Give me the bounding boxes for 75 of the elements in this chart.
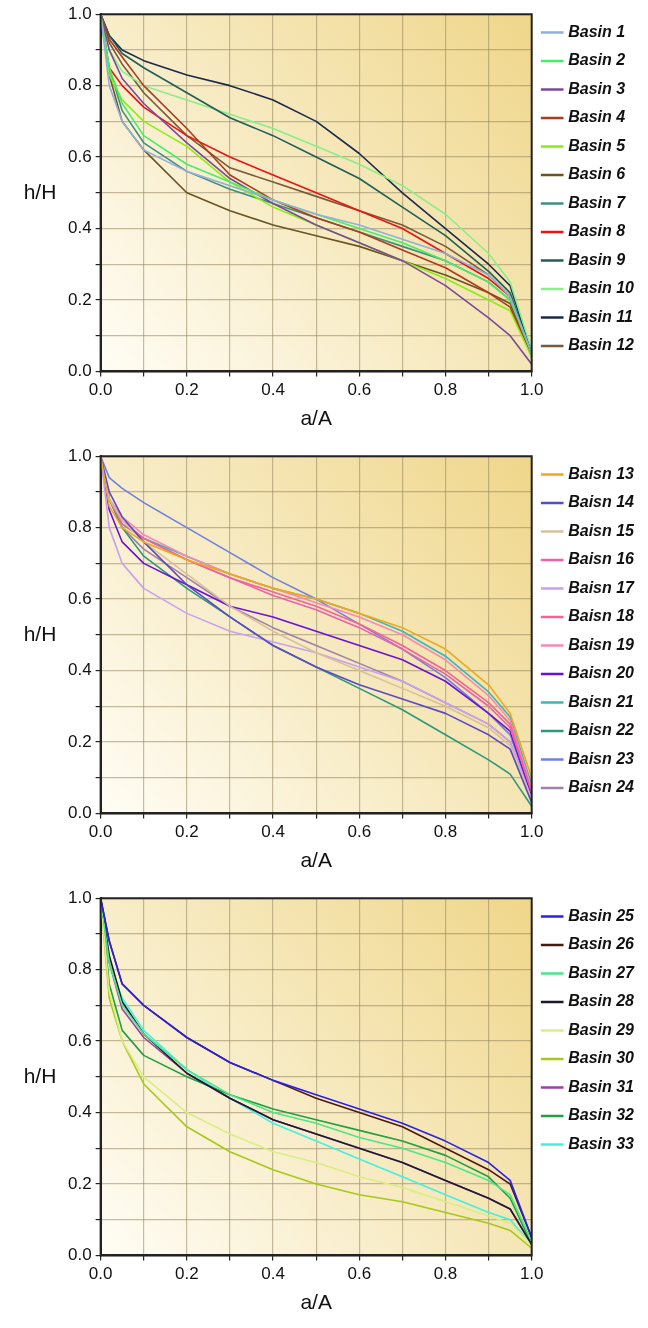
y-axis-title: h/H xyxy=(23,621,57,645)
legend-label: Basin 8 xyxy=(568,222,626,240)
y-tick-label: 0.8 xyxy=(67,517,92,537)
x-tick-label: 1.0 xyxy=(519,380,544,400)
y-tick-label: 0.8 xyxy=(67,75,92,95)
legend-label: Basin 31 xyxy=(568,1077,635,1095)
y-tick-label: 1.0 xyxy=(67,3,92,23)
x-tick-label: 0.2 xyxy=(175,822,199,842)
legend-label: Baisn 15 xyxy=(568,521,636,539)
legend-label: Basin 3 xyxy=(568,79,626,97)
legend-label: Baisn 22 xyxy=(568,721,635,739)
y-tick-label: 0.6 xyxy=(67,1030,92,1050)
legend-label: Basin 7 xyxy=(568,193,627,211)
y-axis-title: h/H xyxy=(23,1063,57,1087)
legend-label: Baisn 20 xyxy=(568,664,635,682)
y-tick-label: 0.2 xyxy=(67,731,92,751)
y-tick-label: 0.0 xyxy=(67,803,92,823)
y-tick-label: 1.0 xyxy=(67,445,92,465)
y-tick-label: 0.2 xyxy=(67,1173,92,1193)
legend-label: Baisn 18 xyxy=(568,607,635,625)
x-axis-title: a/A xyxy=(300,848,332,872)
y-tick-label: 0.4 xyxy=(67,218,92,238)
y-tick-label: 0.2 xyxy=(67,289,92,309)
legend-label: Basin 12 xyxy=(568,336,635,354)
legend-label: Basin 5 xyxy=(568,136,627,154)
legend-label: Baisn 13 xyxy=(568,464,635,482)
y-tick-label: 0.6 xyxy=(67,146,92,166)
legend-label: Basin 2 xyxy=(568,51,626,69)
legend-label: Basin 26 xyxy=(568,935,635,953)
x-tick-label: 0.6 xyxy=(347,822,372,842)
legend-label: Basin 33 xyxy=(568,1134,635,1152)
y-axis-title: h/H xyxy=(23,179,57,203)
x-tick-label: 0.0 xyxy=(88,1264,113,1284)
y-tick-label: 0.0 xyxy=(67,1245,92,1265)
legend-label: Baisn 16 xyxy=(568,550,635,568)
legend-label: Basin 6 xyxy=(568,165,626,183)
legend-label: Basin 27 xyxy=(568,963,636,981)
y-tick-label: 0.4 xyxy=(67,660,92,680)
x-tick-label: 0.2 xyxy=(175,380,199,400)
legend-label: Baisn 19 xyxy=(568,635,635,653)
legend-label: Baisn 24 xyxy=(568,778,635,796)
x-tick-label: 0.2 xyxy=(175,1264,199,1284)
x-tick-label: 0.8 xyxy=(433,1264,458,1284)
y-tick-label: 0.8 xyxy=(67,959,92,979)
x-tick-label: 0.4 xyxy=(261,1264,285,1284)
legend-label: Baisn 23 xyxy=(568,749,635,767)
legend-label: Basin 28 xyxy=(568,992,635,1010)
legend-label: Basin 25 xyxy=(568,906,636,924)
legend-label: Basin 9 xyxy=(568,250,626,268)
legend-label: Basin 10 xyxy=(568,279,635,297)
legend-label: Baisn 17 xyxy=(568,578,636,596)
x-tick-label: 0.6 xyxy=(347,380,372,400)
x-axis-title: a/A xyxy=(300,1290,332,1314)
x-tick-label: 0.8 xyxy=(433,380,458,400)
y-tick-label: 0.6 xyxy=(67,588,92,608)
y-tick-label: 0.4 xyxy=(67,1102,92,1122)
legend-label: Basin 30 xyxy=(568,1049,635,1067)
legend-label: Baisn 21 xyxy=(568,692,635,710)
x-axis-title: a/A xyxy=(300,406,332,430)
legend-label: Basin 1 xyxy=(568,22,626,40)
legend-label: Basin 32 xyxy=(568,1106,635,1124)
x-tick-label: 0.8 xyxy=(433,822,458,842)
legend-label: Basin 29 xyxy=(568,1020,635,1038)
y-tick-label: 0.0 xyxy=(67,361,92,381)
x-tick-label: 0.0 xyxy=(88,380,113,400)
legend-label: Basin 11 xyxy=(568,307,633,325)
x-tick-label: 1.0 xyxy=(519,1264,544,1284)
x-tick-label: 0.6 xyxy=(347,1264,372,1284)
legend-label: Baisn 14 xyxy=(568,493,635,511)
x-tick-label: 0.0 xyxy=(88,822,113,842)
x-tick-label: 0.4 xyxy=(261,380,285,400)
x-tick-label: 0.4 xyxy=(261,822,285,842)
x-tick-label: 1.0 xyxy=(519,822,544,842)
legend-label: Basin 4 xyxy=(568,108,626,126)
y-tick-label: 1.0 xyxy=(67,887,92,907)
